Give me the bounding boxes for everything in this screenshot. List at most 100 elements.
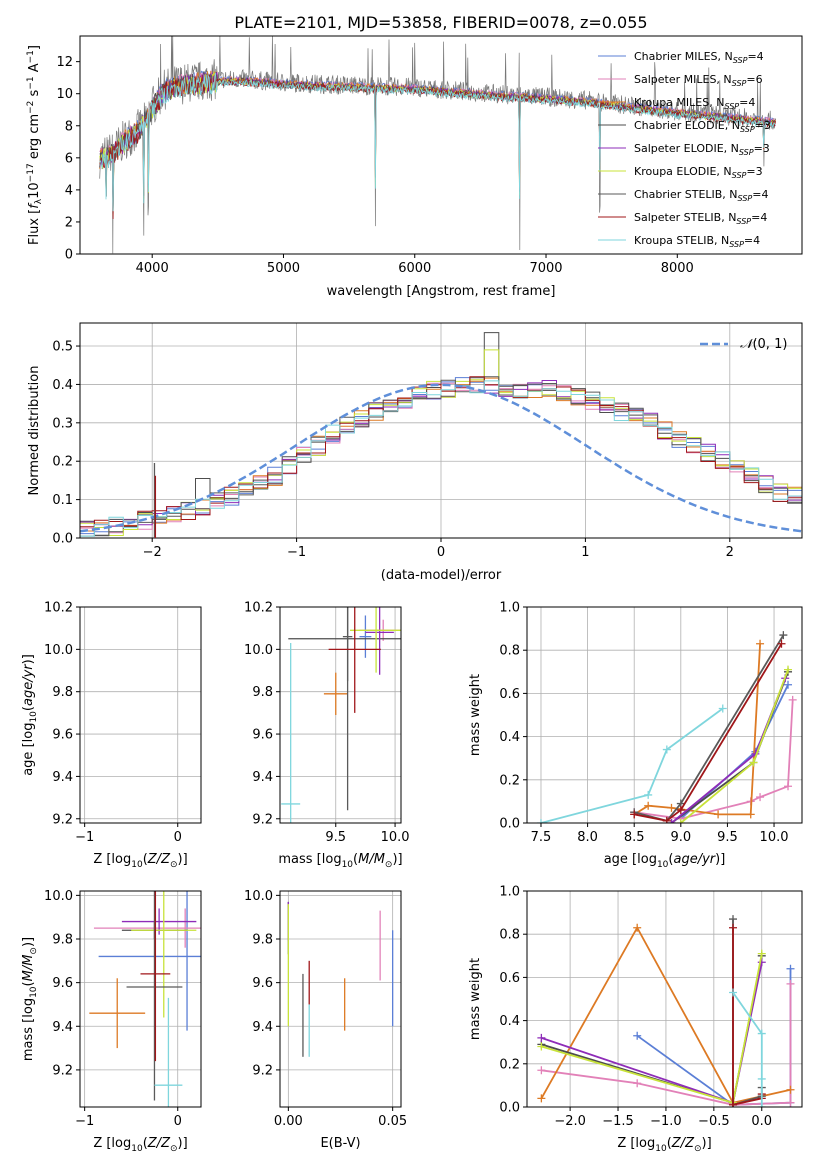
superscript: −2 [26,101,36,114]
weight-point-marker [729,915,738,924]
subscript: SSP [736,217,751,226]
text-span: )] [21,937,36,947]
subscript: SSP [740,125,755,134]
mass-ebv-frame [279,890,402,1108]
weight-point-marker [667,819,676,823]
weight-series-line [680,669,789,823]
text-span: E(B-V) [320,1136,360,1151]
text-span: M/M [21,955,36,982]
text-span: )] [178,852,188,867]
text-span: =3 [746,165,762,178]
hist-xtick-label: −2 [143,545,162,560]
subscript: 10 [655,1144,667,1154]
legend-entry: Kroupa MILES, NSSP=4 [634,96,755,111]
weight-point-marker [714,810,723,819]
text-span: M/M [358,852,385,867]
legend-entry: Salpeter STELIB, NSSP=4 [634,211,767,226]
model-spectrum-line [99,73,776,212]
text-span: 10 [27,182,42,199]
text-span: =4 [752,188,768,201]
mass-ebv-x-label: E(B-V) [320,1136,360,1151]
hist-xtick-label: −1 [287,545,306,560]
age-z-ytick-label: 10.2 [44,601,73,616]
weight-z-ytick-label: 0.4 [499,1014,520,1029]
spectrum-ytick-label: 0 [65,248,73,263]
weight-point-marker [786,964,795,973]
weight-point-marker [537,1042,546,1051]
mass-z-ytick-label: 9.2 [52,1063,73,1078]
hist-plot-area [80,332,802,537]
text-span: Salpeter STELIB, N [634,211,736,224]
legend-entry: Salpeter MILES, NSSP=6 [634,73,763,88]
age-mass-ytick-label: 9.4 [252,770,273,785]
weight-series-line [680,684,789,820]
normal-curve-line [80,383,802,533]
weight-series-line [732,991,763,1107]
weight-z-xtick-label: 0.0 [751,1114,772,1129]
text-span: =3 [754,142,770,155]
text-span: ( [21,981,36,986]
weight-z-ytick-label: 0.2 [499,1057,520,1072]
text-span: age [log [604,852,657,867]
spectrum-frame [79,35,803,255]
age-mass-plot-area [281,607,401,823]
spectrum-ytick-label: 6 [65,151,73,166]
weight-point-marker [718,704,727,713]
hist-ytick-label: 0.0 [52,532,73,547]
weight-age-ytick-label: 0.6 [499,687,520,702]
weight-series-line [540,707,724,823]
weight-point-marker [676,806,685,815]
subscript: 10 [29,711,39,723]
weight-series-line [670,677,787,823]
age-z-xtick-label: 0 [174,830,182,845]
text-span: )] [21,654,36,664]
weight-point-marker [757,958,766,967]
subscript: ⊙ [170,860,178,870]
mass-z-y-label: mass [log10(M/M⊙)] [21,937,39,1061]
weight-z-x-label: Z [log10(Z/Z⊙)] [617,1136,711,1154]
weight-point-marker [777,639,786,648]
weight-age-frame [526,606,803,824]
age-z-ytick-label: 9.6 [52,728,73,743]
spectrum-ytick-label: 4 [65,183,73,198]
weight-series-line [670,671,789,823]
text-span: )] [392,852,402,867]
text-span: Kroupa ELODIE, N [634,165,732,178]
weight-series-line [634,699,794,820]
hist-ytick-label: 0.5 [52,340,73,355]
text-span: =4 [739,96,755,109]
text-span: ( [668,852,673,867]
hist-step-line [80,349,802,536]
subscript: 10 [29,986,39,998]
spectrum-xtick-label: 6000 [398,261,431,276]
weight-age-ytick-label: 0.8 [499,644,520,659]
weight-z-ytick-label: 0.8 [499,928,520,943]
spectrum-x-label: wavelength [Angstrom, rest frame] [327,284,556,299]
hist-step-line [80,376,802,537]
age-mass-ytick-label: 9.2 [252,812,273,827]
mass-z-ytick-label: 10.0 [44,889,73,904]
mass-z-ytick-label: 9.4 [52,1020,73,1035]
chart-title: PLATE=2101, MJD=53858, FIBERID=0078, z=0… [234,13,647,32]
mass-z-ytick-label: 9.8 [52,933,73,948]
weight-point-marker [537,1033,546,1042]
age-z-ytick-label: 9.4 [52,770,73,785]
text-span: age/yr [21,663,36,706]
mass-z-xtick-label: 0 [174,1114,182,1129]
spectrum-xtick-label: 8000 [661,261,694,276]
text-span: A [27,63,42,76]
text-span: erg cm [27,114,42,163]
weight-point-marker [644,801,653,810]
weight-point-marker [633,923,642,932]
text-span: (0, 1) [752,337,787,352]
weight-age-xtick-label: 8.5 [624,830,645,845]
superscript: −1 [26,76,36,89]
age-mass-ytick-label: 9.6 [252,728,273,743]
subscript: ⊙ [385,860,393,870]
legend-entry: Chabrier STELIB, NSSP=4 [634,188,768,203]
mass-ebv-ytick-label: 9.8 [252,933,273,948]
weight-z-xtick-label: −0.5 [698,1114,730,1129]
text-span: =4 [747,50,763,63]
weight-age-xtick-label: 7.5 [531,830,552,845]
subscript: SSP [732,171,747,180]
